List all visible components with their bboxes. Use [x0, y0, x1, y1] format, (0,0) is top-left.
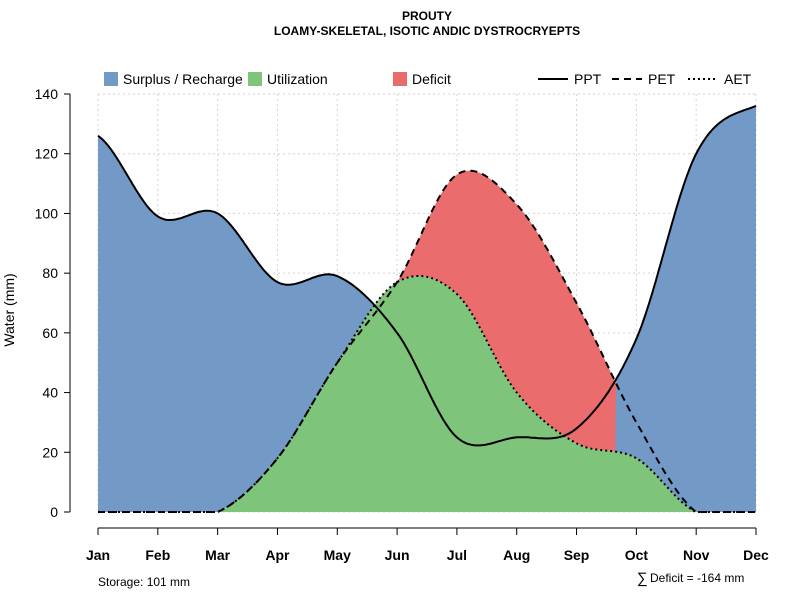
x-tick-label: Sep — [564, 547, 590, 563]
legend-label: PET — [648, 71, 676, 87]
legend-label: Utilization — [267, 71, 328, 87]
y-tick-label: 0 — [50, 504, 58, 520]
axes: 0 20 40 60 80 100 120 140 Jan Feb Mar Apr May Jun Jul A… — [35, 86, 769, 563]
x-tick-label: Nov — [683, 547, 710, 563]
series-line-pet — [98, 169, 756, 513]
y-tick-label: 60 — [42, 325, 58, 341]
x-tick-label: Mar — [205, 547, 230, 563]
legend-label: Deficit — [412, 71, 451, 87]
legend-label: AET — [724, 71, 752, 87]
series-line-aet — [98, 275, 756, 513]
x-tick-label: Jul — [447, 547, 467, 563]
y-axis-label: Water (mm) — [1, 273, 17, 346]
series-lines — [97, 104, 757, 513]
deficit-total: Deficit = -164 mm — [650, 571, 744, 585]
x-tick-label: May — [324, 547, 351, 563]
chart-title: PROUTY — [402, 9, 452, 23]
legend-swatch — [248, 72, 262, 86]
x-tick-label: Dec — [743, 547, 769, 563]
utilization-area — [98, 276, 756, 512]
x-tick-label: Aug — [503, 547, 530, 563]
x-tick-label: Jun — [385, 547, 410, 563]
y-tick-label: 120 — [35, 146, 59, 162]
legend-label: PPT — [574, 71, 602, 87]
legend-swatch — [104, 72, 118, 86]
y-tick-label: 140 — [35, 86, 59, 102]
y-tick-label: 80 — [42, 265, 58, 281]
legend: Surplus / Recharge Utilization Deficit PPT P… — [104, 71, 752, 87]
x-tick-label: Jan — [86, 547, 110, 563]
x-tick-label: Apr — [265, 547, 290, 563]
x-tick-label: Feb — [145, 547, 170, 563]
legend-label: Surplus / Recharge — [123, 71, 243, 87]
deficit-area — [98, 170, 756, 512]
y-tick-label: 100 — [35, 205, 59, 221]
area-fills — [98, 105, 756, 512]
y-tick-label: 40 — [42, 385, 58, 401]
surplus-area — [98, 105, 756, 512]
legend-swatch — [393, 72, 407, 86]
storage-note: Storage: 101 mm — [98, 575, 190, 589]
series-line-ppt — [97, 104, 757, 447]
deficit-sum-icon: ∑ — [637, 570, 648, 587]
chart-subtitle: LOAMY-SKELETAL, ISOTIC ANDIC DYSTROCRYEP… — [274, 24, 580, 38]
x-tick-label: Oct — [625, 547, 649, 563]
y-tick-label: 20 — [42, 444, 58, 460]
